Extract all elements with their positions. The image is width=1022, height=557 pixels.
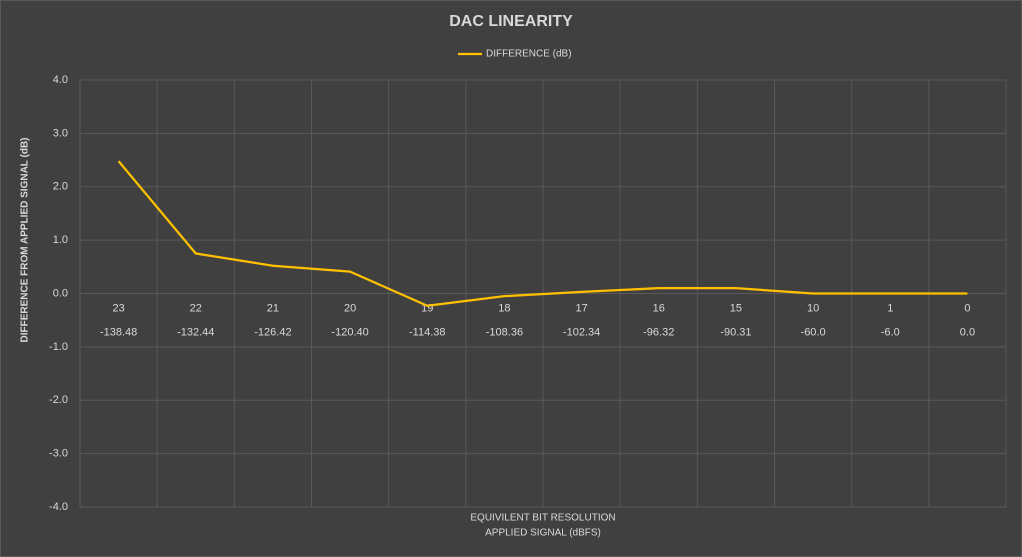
- x-tick-sublabel: -126.42: [254, 326, 291, 338]
- x-tick-label: 0: [964, 302, 970, 314]
- x-tick-sublabel: -6.0: [881, 326, 900, 338]
- x-tick-label: 18: [498, 302, 510, 314]
- y-tick-label: 1.0: [53, 234, 68, 246]
- x-tick-label: 21: [267, 302, 279, 314]
- y-tick-label: -2.0: [49, 394, 68, 406]
- x-tick-sublabel: -90.31: [720, 326, 751, 338]
- x-axis-subtitle: APPLIED SIGNAL (dBFS): [485, 528, 601, 539]
- chart-title: DAC LINEARITY: [449, 13, 573, 30]
- y-tick-label: -3.0: [49, 448, 68, 460]
- x-tick-label: 10: [807, 302, 819, 314]
- x-tick-sublabel: -102.34: [563, 326, 600, 338]
- x-tick-sublabel: -114.38: [409, 326, 446, 338]
- x-tick-sublabel: -60.0: [801, 326, 826, 338]
- data-line: [117, 160, 968, 307]
- x-tick-label: 17: [575, 302, 587, 314]
- x-tick-label: 1: [887, 302, 893, 314]
- legend-label: DIFFERENCE (dB): [486, 49, 572, 60]
- y-tick-label: -1.0: [49, 341, 68, 353]
- y-tick-label: 2.0: [53, 181, 68, 193]
- y-tick-label: -4.0: [49, 501, 68, 513]
- x-tick-label: 15: [730, 302, 742, 314]
- x-tick-sublabel: -120.40: [331, 326, 368, 338]
- y-tick-label: 4.0: [53, 74, 68, 86]
- x-tick-sublabel: -132.44: [177, 326, 214, 338]
- y-tick-label: 0.0: [53, 287, 68, 299]
- x-tick-label: 23: [112, 302, 124, 314]
- x-tick-sublabel: -108.36: [486, 326, 523, 338]
- x-tick-sublabel: 0.0: [960, 326, 975, 338]
- x-tick-label: 16: [653, 302, 665, 314]
- y-tick-label: 3.0: [53, 127, 68, 139]
- x-tick-sublabel: -138.48: [100, 326, 137, 338]
- x-tick-sublabel: -96.32: [643, 326, 674, 338]
- x-axis-title: EQUIVILENT BIT RESOLUTION: [470, 513, 615, 524]
- x-tick-label: 20: [344, 302, 356, 314]
- x-tick-label: 22: [190, 302, 202, 314]
- y-axis-title: DIFFERENCE FROM APPLIED SIGNAL (dB): [20, 138, 31, 343]
